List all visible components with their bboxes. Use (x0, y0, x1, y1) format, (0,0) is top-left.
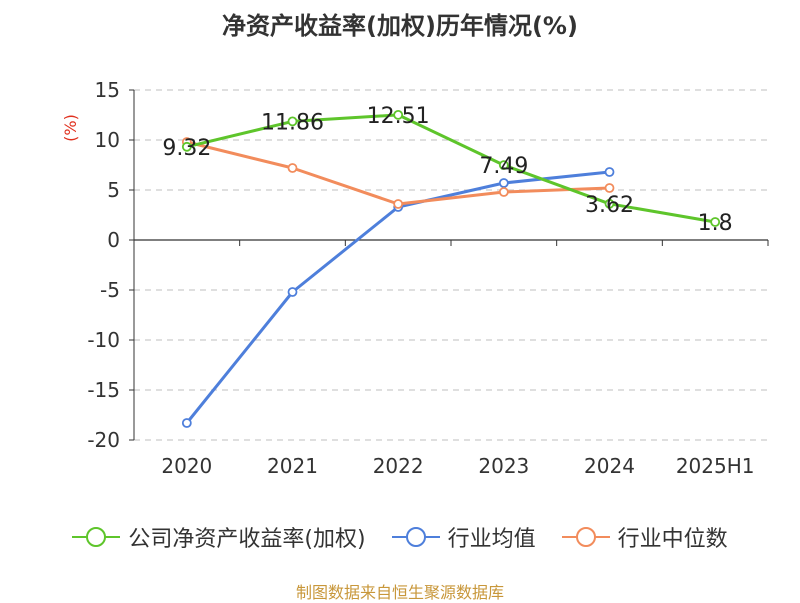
chart-title: 净资产收益率(加权)历年情况(%) (222, 12, 578, 40)
data-point (287, 287, 298, 297)
data-label: 7.49 (479, 154, 528, 179)
data-point (498, 178, 509, 188)
y-tick-label: -15 (87, 378, 120, 402)
data-point (710, 217, 721, 227)
legend-label: 公司净资产收益率(加权) (128, 527, 366, 552)
x-tick-label: 2020 (161, 454, 212, 478)
x-tick-label: 2023 (478, 454, 529, 478)
data-label: 3.62 (585, 193, 634, 218)
data-point (393, 110, 404, 120)
y-tick-label: 5 (107, 178, 120, 202)
source-note: 制图数据来自恒生聚源数据库 (295, 583, 504, 602)
series (181, 110, 721, 428)
legend-label: 行业中位数 (617, 527, 728, 552)
data-point (181, 141, 192, 152)
y-tick-label: -10 (87, 328, 120, 352)
legend-item-company-roe[interactable]: 公司净资产收益率(加权) (72, 521, 366, 553)
legend-marker-industry-mean (391, 525, 440, 549)
gridlines (134, 89, 768, 441)
data-point (287, 163, 298, 173)
axes: 15 10 5 0 -5 -10 -15 -20 2020 2021 2022 2023 2024 202… (87, 78, 769, 478)
data-point (498, 160, 509, 171)
series-line (185, 140, 611, 206)
data-label: 1.8 (698, 211, 733, 236)
data-label: 12.51 (367, 104, 430, 129)
legend-item-industry-median[interactable]: 行业中位数 (561, 521, 728, 553)
y-tick-label: 0 (107, 228, 120, 252)
data-point (287, 116, 298, 127)
legend-item-industry-mean[interactable]: 行业均值 (391, 521, 536, 553)
data-label: 11.86 (261, 110, 324, 135)
data-point (604, 167, 615, 177)
x-tick-label: 2021 (267, 454, 318, 478)
legend-marker-company-roe (72, 525, 121, 549)
x-tick-label: 2022 (373, 454, 424, 478)
y-tick-label: -20 (87, 428, 120, 452)
data-point (181, 418, 192, 428)
x-tick-label: 2024 (584, 454, 635, 478)
y-tick-label: 15 (95, 78, 120, 102)
series-line (185, 113, 717, 224)
y-tick-label: 10 (95, 128, 120, 152)
x-tick-label: 2025H1 (676, 454, 755, 478)
data-point (393, 199, 404, 209)
y-axis-label: (%) (61, 114, 80, 142)
y-tick-label: -5 (100, 278, 120, 302)
legend: 公司净资产收益率(加权) 行业均值 行业中位数 (0, 520, 800, 554)
data-labels: 9.32 11.86 12.51 7.49 3.62 1.8 (162, 104, 732, 236)
data-point (498, 187, 509, 197)
data-point (604, 198, 615, 209)
legend-marker-industry-median (561, 525, 610, 549)
data-label: 9.32 (162, 136, 211, 161)
legend-label: 行业均值 (447, 527, 536, 552)
data-point (604, 183, 615, 193)
